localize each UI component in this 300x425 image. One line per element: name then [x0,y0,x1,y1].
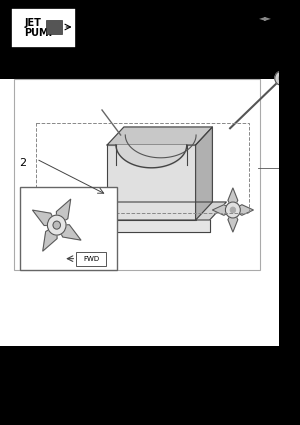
Polygon shape [107,127,212,145]
Circle shape [230,207,236,213]
Bar [46,20,62,34]
Text: FWD: FWD [83,256,99,262]
Polygon shape [93,220,210,232]
Polygon shape [43,225,57,251]
Polygon shape [233,205,254,215]
Circle shape [100,222,105,228]
Circle shape [275,71,288,85]
Bar [0,79,280,346]
Polygon shape [228,188,238,210]
Text: Not reusable: Not reusable [109,374,171,384]
Polygon shape [93,202,226,220]
Bar [36,123,249,212]
Circle shape [225,202,240,218]
Polygon shape [56,199,71,225]
Circle shape [278,75,284,81]
Bar [20,187,117,270]
Text: 2: 2 [19,159,26,168]
Bar [11,8,76,48]
Polygon shape [196,127,212,220]
Bar [107,145,196,220]
Polygon shape [57,225,81,240]
Polygon shape [228,210,238,232]
Circle shape [95,217,110,233]
Bar [76,252,106,266]
Bar [14,79,260,270]
Text: JET
PUMP: JET PUMP [24,17,56,38]
Polygon shape [212,205,233,215]
Circle shape [47,215,66,235]
Text: ◄►: ◄► [259,14,272,23]
Circle shape [53,221,61,229]
Polygon shape [32,210,57,226]
Text: 1: 1 [296,163,300,173]
